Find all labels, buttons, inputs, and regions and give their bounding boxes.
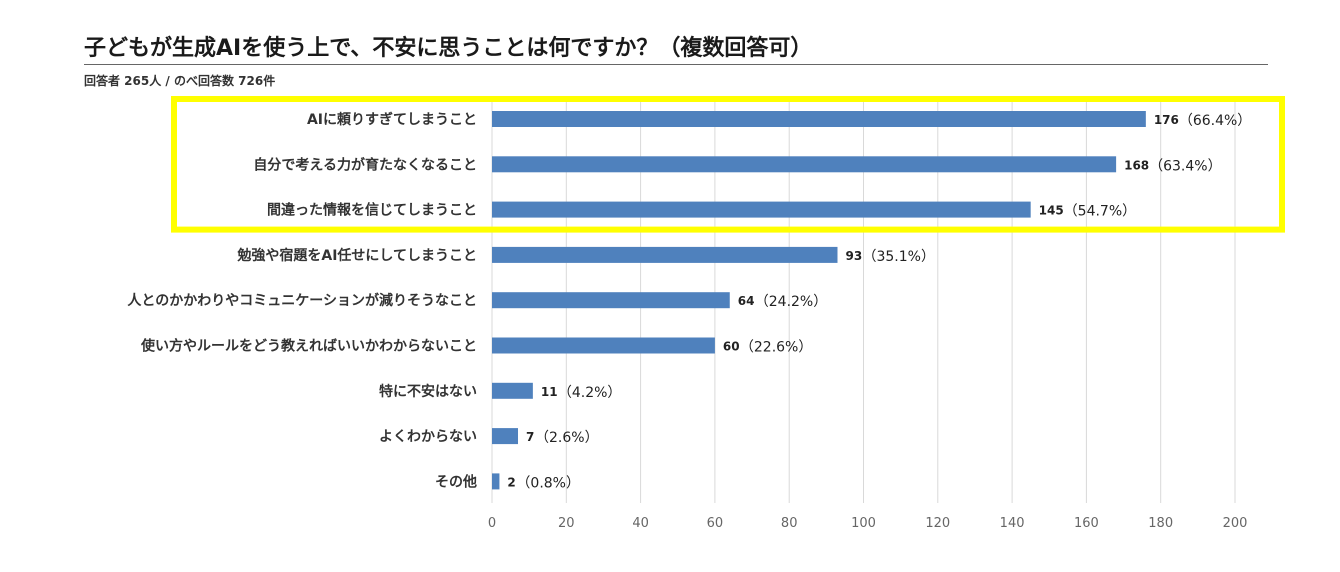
bar (492, 156, 1117, 173)
percent-label: （22.6%） (740, 340, 812, 356)
x-tick-label: 40 (632, 516, 649, 531)
x-tick-label: 180 (1148, 516, 1173, 531)
bar (492, 111, 1146, 127)
bar (492, 246, 838, 263)
bar (492, 473, 500, 490)
highlight-box (171, 96, 1285, 233)
x-tick-label: 200 (1223, 516, 1248, 531)
x-tick-label: 140 (1000, 516, 1025, 531)
percent-label: （24.2%） (755, 294, 827, 310)
percent-label: （66.4%） (1179, 113, 1251, 129)
x-tick-label: 80 (781, 516, 798, 531)
x-tick-label: 60 (707, 516, 724, 531)
value-label: 64 (738, 294, 755, 308)
value-label: 93 (845, 249, 862, 263)
category-label: 自分で考える力が育たなくなること (253, 156, 477, 173)
category-label: 勉強や宿題をAI任せにしてしまうこと (236, 247, 477, 264)
value-label: 168 (1124, 158, 1149, 172)
category-label: その他 (435, 473, 477, 490)
x-tick-label: 120 (925, 516, 950, 531)
percent-label: （2.6%） (535, 430, 599, 446)
value-label: 11 (541, 385, 558, 399)
value-label: 176 (1154, 113, 1179, 127)
bar (492, 201, 1031, 218)
chart-title: 子どもが生成AIを使う上で、不安に思うことは何ですか？（複数回答可） (84, 36, 813, 61)
value-label: 145 (1039, 204, 1064, 218)
bars (492, 111, 1146, 490)
title-divider (84, 64, 1268, 65)
chart-subtitle: 回答者 265人 / のべ回答数 726件 (84, 74, 276, 88)
bar (492, 292, 730, 309)
percent-label: （4.2%） (558, 385, 622, 401)
category-label: 間違った情報を信じてしまうこと (267, 202, 477, 219)
category-label: 使い方やルールをどう教えればいいかわからないこと (140, 338, 477, 355)
x-tick-label: 100 (851, 516, 876, 531)
percent-label: （63.4%） (1149, 158, 1221, 174)
bar (492, 428, 519, 445)
value-label: 2 (507, 475, 515, 489)
category-labels: AIに頼りすぎてしまうこと自分で考える力が育たなくなること間違った情報を信じてし… (127, 111, 477, 490)
percent-label: （0.8%） (516, 475, 580, 491)
bar (492, 337, 715, 354)
x-axis-ticks: 0 20 40 60 80 100 120 140 160 180 200 (488, 516, 1248, 531)
x-tick-label: 160 (1074, 516, 1099, 531)
category-label: よくわからない (379, 429, 477, 445)
category-label: 人とのかかわりやコミュニケーションが減りそうなこと (127, 292, 477, 309)
value-label: 60 (723, 340, 740, 354)
value-label: 7 (526, 430, 534, 444)
x-tick-label: 0 (488, 516, 496, 531)
category-label: 特に不安はない (379, 383, 477, 400)
bar (492, 382, 533, 399)
percent-label: （54.7%） (1064, 204, 1136, 220)
value-labels: 176 （66.4%） 168 （63.4%） 145 （54.7%） 93 （35.1%） 6… (507, 113, 1251, 491)
x-tick-label: 20 (558, 516, 575, 531)
category-label: AIに頼りすぎてしまうこと (307, 111, 477, 128)
percent-label: （35.1%） (862, 249, 934, 265)
